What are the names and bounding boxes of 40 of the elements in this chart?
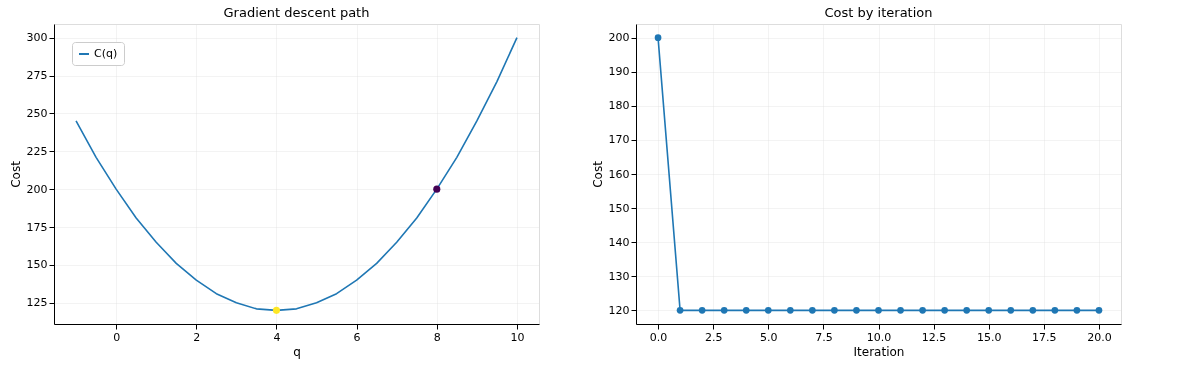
y-tick-label: 200: [608, 31, 630, 45]
y-tick-label: 140: [608, 235, 630, 249]
legend-label: C(q): [94, 47, 118, 60]
y-tick-label: 125: [26, 296, 48, 310]
x-tick-label: 17.5: [1032, 330, 1057, 344]
y-tick-label: 180: [608, 99, 630, 113]
y-tick-label: 300: [26, 31, 48, 45]
x-tick-label: 8: [433, 330, 441, 344]
x-axis-title: q: [293, 344, 301, 359]
line-series: [75, 36, 518, 312]
x-tick-label: 4: [273, 330, 281, 344]
x-tick-label: 10.0: [866, 330, 892, 344]
x-tick-label: 10: [510, 330, 525, 344]
x-tick-label: 2: [193, 330, 201, 344]
y-tick-label: 120: [608, 303, 630, 317]
y-tick-label: 130: [608, 269, 630, 283]
x-tick-label: 15.0: [976, 330, 1002, 344]
y-tick-label: 190: [608, 65, 630, 79]
y-tick-label: 150: [26, 258, 48, 272]
y-tick-label: 250: [26, 106, 48, 120]
y-tick-label: 170: [608, 133, 630, 147]
x-tick-label: 0.0: [649, 330, 668, 344]
y-tick-label: 225: [26, 144, 48, 158]
chart-title: Gradient descent path: [223, 5, 370, 20]
y-tick-label: 275: [26, 69, 48, 83]
y-tick-label: 200: [26, 182, 48, 196]
chart-title: Cost by iteration: [824, 5, 933, 20]
y-axis-title: Cost: [590, 160, 605, 188]
y-tick-label: 150: [608, 201, 630, 215]
x-axis-title: Iteration: [853, 344, 905, 359]
y-axis-title: Cost: [8, 160, 23, 188]
x-tick-label: 12.5: [921, 330, 947, 344]
x-tick-label: 0: [113, 330, 121, 344]
y-tick-label: 175: [26, 220, 48, 234]
y-tick-label: 160: [608, 167, 630, 181]
x-tick-label: 7.5: [815, 330, 833, 344]
x-tick-label: 20.0: [1087, 330, 1112, 344]
x-tick-label: 2.5: [704, 330, 723, 344]
x-tick-label: 5.0: [760, 330, 778, 344]
x-tick-label: 6: [353, 330, 361, 344]
